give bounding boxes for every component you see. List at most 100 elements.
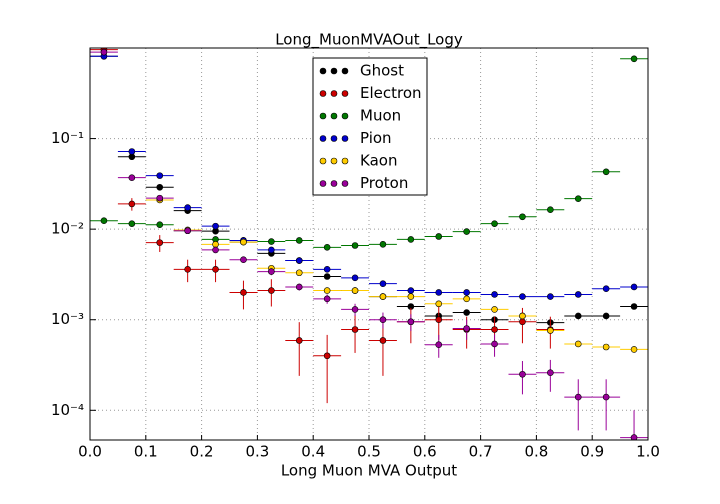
x-tick-label: 0.6 (413, 443, 437, 461)
marker (435, 300, 443, 308)
marker (491, 220, 498, 227)
marker (602, 168, 610, 176)
marker (184, 266, 191, 273)
legend-marker (319, 135, 327, 142)
marker (268, 238, 275, 245)
y-tick-label: 10⁻² (51, 220, 84, 238)
marker (212, 222, 219, 230)
x-tick-label: 0.7 (469, 443, 493, 461)
x-tick-label: 0.3 (245, 443, 269, 461)
marker (100, 48, 108, 56)
legend-marker (330, 67, 338, 75)
marker (379, 293, 387, 300)
marker (379, 337, 387, 344)
marker (407, 236, 415, 243)
marker (630, 346, 638, 353)
legend-marker (341, 135, 349, 142)
marker (323, 244, 331, 251)
marker (184, 204, 191, 211)
legend-marker (341, 90, 349, 97)
legend-marker (319, 67, 327, 75)
x-tick-label: 0.9 (580, 443, 604, 461)
marker (630, 283, 638, 291)
marker (630, 303, 638, 310)
marker (156, 221, 164, 228)
marker (240, 256, 247, 263)
marker (100, 217, 108, 224)
legend-marker (330, 157, 338, 165)
marker (407, 287, 415, 294)
marker (295, 269, 303, 277)
marker (491, 291, 498, 298)
marker (519, 293, 526, 300)
marker (268, 268, 275, 275)
marker (128, 200, 136, 208)
marker (602, 285, 610, 293)
marker (268, 287, 275, 294)
marker (128, 174, 136, 181)
legend-marker (330, 112, 338, 120)
marker (407, 318, 415, 326)
marker (351, 274, 359, 282)
x-tick-label: 0.2 (190, 443, 214, 461)
marker (491, 306, 498, 313)
marker (323, 352, 331, 360)
marker (574, 340, 582, 348)
y-tick-label: 10⁻³ (51, 310, 84, 328)
legend-label: Ghost (360, 62, 404, 80)
marker (156, 239, 164, 246)
marker (295, 257, 303, 264)
marker (184, 227, 191, 235)
marker (128, 220, 136, 227)
marker (630, 55, 638, 63)
marker (379, 316, 387, 324)
x-axis-label: Long Muon MVA Output (281, 462, 457, 480)
marker (435, 316, 443, 324)
marker (379, 280, 387, 287)
marker (630, 434, 638, 440)
marker (491, 326, 498, 333)
marker (323, 273, 331, 280)
marker (240, 238, 247, 246)
legend-marker (341, 112, 349, 120)
marker (574, 393, 582, 401)
marker (602, 343, 610, 351)
legend-label: Muon (360, 107, 401, 125)
x-tick-label: 0.0 (78, 443, 102, 461)
marker (351, 287, 359, 294)
x-tick-label: 0.4 (301, 443, 325, 461)
marker (295, 337, 303, 344)
legend-marker (330, 180, 338, 187)
legend-marker (341, 67, 349, 75)
marker (547, 369, 554, 377)
legend-marker (319, 157, 327, 165)
marker (212, 246, 219, 254)
marker (463, 325, 470, 332)
marker (435, 233, 443, 240)
x-tick-label: 1.0 (636, 443, 660, 461)
marker (547, 293, 554, 300)
plot-area (90, 48, 648, 440)
marker (379, 241, 387, 248)
marker (351, 326, 359, 333)
marker (463, 295, 470, 303)
marker (547, 206, 554, 213)
legend-label: Kaon (360, 152, 397, 170)
marker (463, 309, 470, 316)
marker (574, 312, 582, 320)
legend-marker (341, 180, 349, 187)
marker (463, 228, 470, 235)
marker (323, 266, 331, 273)
marker (323, 295, 331, 303)
legend-label: Pion (360, 129, 392, 147)
marker (156, 194, 164, 202)
y-tick-label: 10⁻¹ (51, 129, 84, 147)
marker (323, 287, 331, 294)
marker (519, 370, 526, 378)
marker (547, 327, 554, 334)
marker (407, 293, 415, 300)
marker (574, 291, 582, 298)
x-tick-label: 0.8 (524, 443, 548, 461)
marker (351, 242, 359, 249)
legend-marker (319, 180, 327, 187)
